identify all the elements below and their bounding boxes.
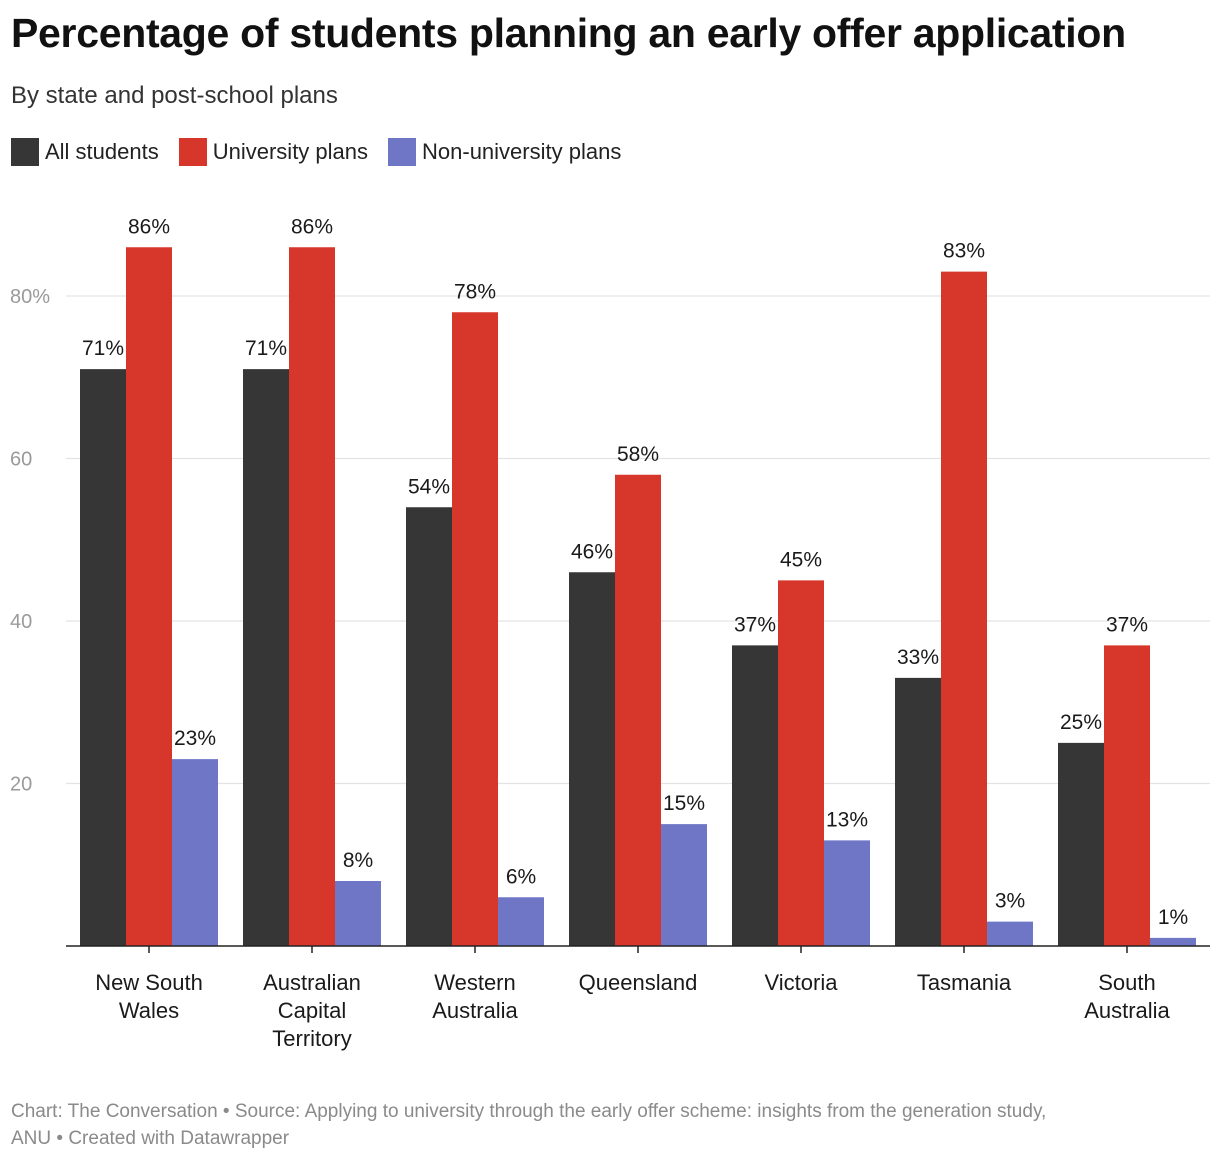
footer: Chart: The Conversation • Source: Applyi…	[11, 1098, 1211, 1152]
data-label-2-2: 6%	[506, 865, 536, 888]
x-tick-label-line: Wales	[119, 998, 179, 1023]
data-label-0-2: 54%	[408, 475, 450, 498]
data-label-2-5: 3%	[995, 890, 1025, 913]
x-tick-label-3: Queensland	[579, 970, 698, 995]
data-label-1-4: 45%	[780, 548, 822, 571]
data-label-0-4: 37%	[734, 613, 776, 636]
bar-0-2	[406, 507, 452, 946]
data-label-1-6: 37%	[1106, 613, 1148, 636]
bar-2-5	[987, 921, 1033, 946]
bar-0-6	[1058, 742, 1104, 946]
x-tick-label-1: Australian Capital Territory	[263, 970, 361, 1051]
y-tick-label-40: 40	[10, 611, 32, 633]
y-tick-label-80: 80%	[10, 286, 50, 308]
legend-label-university-plans: University plans	[212, 139, 369, 164]
data-label-0-3: 46%	[571, 540, 613, 563]
legend-swatch-all-students	[11, 138, 39, 166]
legend-swatch-non-university-plans	[388, 138, 417, 166]
bar-0-3	[569, 572, 615, 946]
bar-1-3	[615, 474, 661, 946]
bar-2-4	[824, 840, 870, 946]
bar-1-6	[1104, 645, 1150, 946]
data-label-2-6: 1%	[1158, 906, 1188, 929]
legend-item-all-students: All students	[11, 138, 159, 166]
data-label-0-0: 71%	[82, 337, 124, 360]
bar-1-0	[126, 247, 172, 946]
x-tick-label-line: Western	[434, 970, 516, 995]
data-label-1-3: 58%	[617, 443, 659, 466]
data-label-0-1: 71%	[245, 337, 287, 360]
bar-2-1	[335, 881, 381, 946]
data-label-1-1: 86%	[291, 215, 333, 238]
x-tick-label-line: Victoria	[765, 970, 839, 995]
x-tick-label-6: South Australia	[1084, 970, 1170, 1023]
bar-2-0	[172, 759, 218, 946]
x-tick-label-2: Western Australia	[432, 970, 518, 1023]
bar-chart: 20 40 60 80% 71% 86% 23% New South Wales 71% 86% 8%…	[10, 215, 1210, 1051]
data-label-2-4: 13%	[826, 808, 868, 831]
footer-credit-line-1: Chart: The Conversation • Source: Applyi…	[11, 1101, 1047, 1122]
bar-2-2	[498, 897, 544, 946]
x-tick-label-line: Tasmania	[917, 970, 1012, 995]
x-tick-label-line: Capital	[278, 998, 346, 1023]
data-label-2-3: 15%	[663, 792, 705, 815]
data-label-1-5: 83%	[943, 240, 985, 263]
legend-label-non-university-plans: Non-university plans	[422, 139, 622, 164]
bar-2-6	[1150, 937, 1196, 946]
bar-1-2	[452, 312, 498, 946]
x-tick-label-line: Australia	[432, 998, 518, 1023]
legend-swatch-university-plans	[178, 138, 207, 166]
x-tick-label-line: Australian	[263, 970, 361, 995]
data-label-0-6: 25%	[1060, 711, 1102, 734]
bar-1-1	[289, 247, 335, 946]
bar-0-5	[895, 677, 941, 946]
bar-0-0	[80, 369, 126, 946]
data-label-1-0: 86%	[128, 215, 170, 238]
bar-0-4	[732, 645, 778, 946]
y-tick-label-60: 60	[10, 449, 32, 471]
x-tick-label-line: Australia	[1084, 998, 1170, 1023]
x-tick-label-5: Tasmania	[917, 970, 1012, 995]
chart-subtitle: By state and post-school plans	[11, 82, 338, 109]
bar-1-5	[941, 271, 987, 946]
footer-credit-line-2: ANU • Created with Datawrapper	[11, 1128, 290, 1149]
x-tick-label-line: New South	[95, 970, 203, 995]
data-label-0-5: 33%	[897, 646, 939, 669]
legend-item-non-university-plans: Non-university plans	[388, 138, 621, 166]
legend: All students University plans Non-univer…	[11, 138, 641, 166]
chart-title: Percentage of students planning an early…	[11, 10, 1126, 56]
legend-item-university-plans: University plans	[178, 138, 369, 166]
legend-label-all-students: All students	[45, 139, 159, 164]
bar-1-4	[778, 580, 824, 946]
x-tick-label-0: New South Wales	[95, 970, 203, 1023]
y-tick-label-20: 20	[10, 774, 32, 796]
x-tick-label-line: Territory	[272, 1026, 351, 1051]
bar-2-3	[661, 824, 707, 946]
x-tick-label-4: Victoria	[765, 970, 839, 995]
x-tick-label-line: Queensland	[579, 970, 698, 995]
data-label-2-0: 23%	[174, 727, 216, 750]
data-label-1-2: 78%	[454, 280, 496, 303]
x-tick-label-line: South	[1098, 970, 1156, 995]
data-label-2-1: 8%	[343, 849, 373, 872]
bar-0-1	[243, 369, 289, 946]
